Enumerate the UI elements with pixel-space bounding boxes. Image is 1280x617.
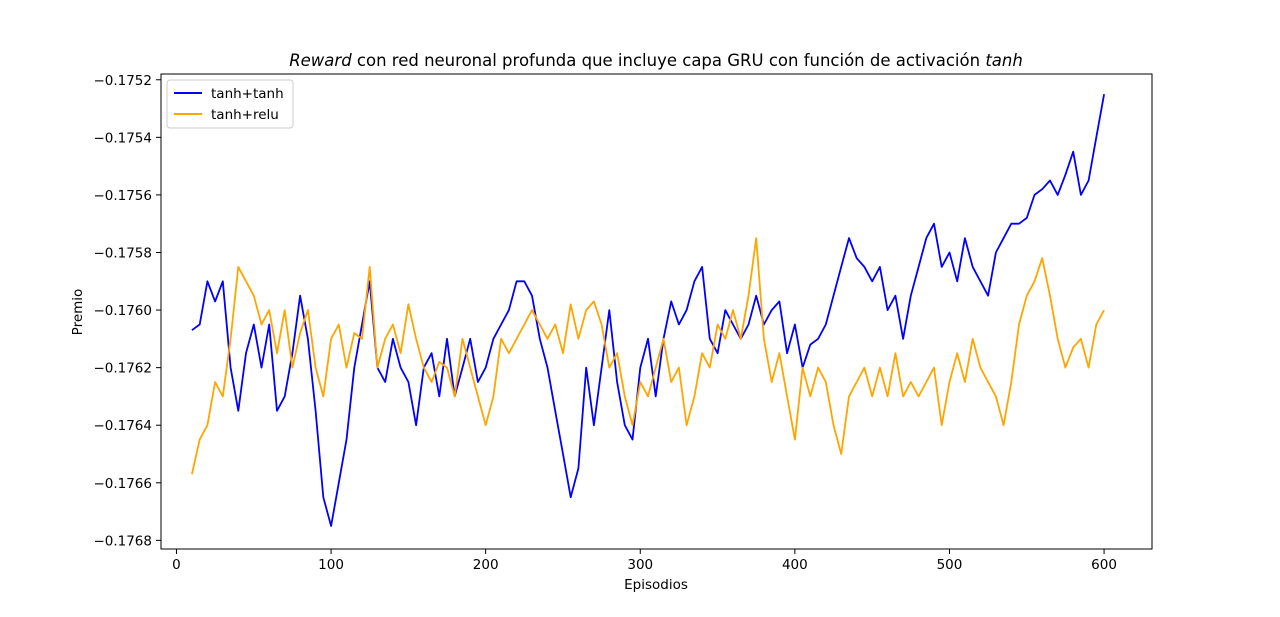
x-tick-label: 200 <box>473 557 499 573</box>
legend-label-series-1: tanh+tanh <box>211 86 284 102</box>
title-part-1: con red neuronal profunda que incluye ca… <box>352 51 986 70</box>
x-tick-label: 600 <box>1091 557 1117 573</box>
y-tick-label: −0.1758 <box>93 245 152 261</box>
plot-area <box>191 94 1105 527</box>
x-tick-label: 100 <box>318 557 344 573</box>
y-tick-label: −0.1768 <box>93 533 152 549</box>
x-tick-label: 500 <box>937 557 963 573</box>
title-part-2: tanh <box>985 51 1023 70</box>
y-axis-label: Premio <box>70 289 86 336</box>
y-tick-label: −0.1760 <box>93 303 152 319</box>
x-axis-label: Episodios <box>624 577 688 593</box>
x-axis: 0 100 200 300 400 500 600 <box>172 549 1117 573</box>
x-tick-label: 0 <box>172 557 181 573</box>
x-tick-label: 300 <box>627 557 653 573</box>
x-tick-label: 400 <box>782 557 808 573</box>
y-tick-label: −0.1762 <box>93 361 152 377</box>
y-tick-label: −0.1766 <box>93 476 152 492</box>
series-line-1 <box>191 94 1105 527</box>
title-part-0: Reward <box>289 51 352 70</box>
y-tick-label: −0.1756 <box>93 188 152 204</box>
legend: tanh+tanh tanh+relu <box>166 79 294 129</box>
legend-label-series-2: tanh+relu <box>211 107 279 123</box>
series-line-2 <box>191 237 1105 475</box>
plot-frame <box>160 73 1153 550</box>
y-tick-label: −0.1752 <box>93 73 152 89</box>
chart-title: Reward con red neuronal profunda que inc… <box>289 51 1023 70</box>
y-tick-label: −0.1764 <box>93 418 152 434</box>
y-axis: −0.1768 −0.1766 −0.1764 −0.1762 −0.1760 −0.17… <box>93 73 161 549</box>
y-tick-label: −0.1754 <box>93 130 152 146</box>
